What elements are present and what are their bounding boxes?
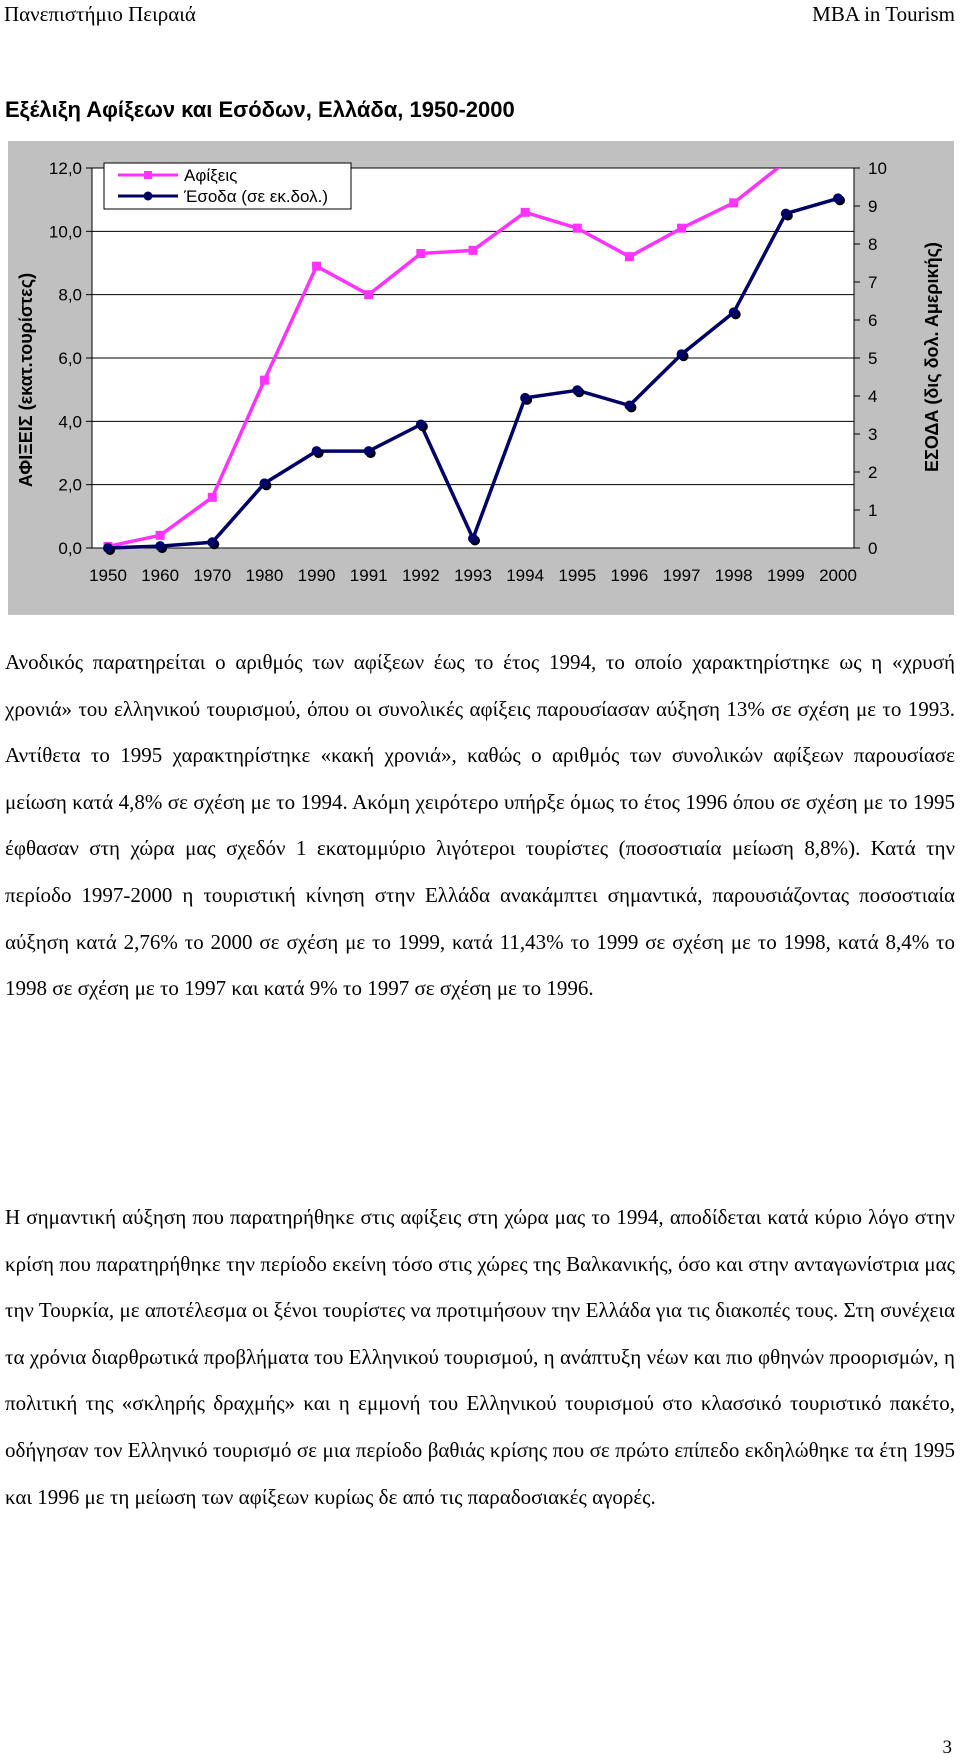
x-tick-label: 1999 xyxy=(767,566,805,585)
figure-title: Εξέλιξη Αφίξεων και Εσόδων, Ελλάδα, 1950… xyxy=(5,97,515,122)
right-tick-label: 3 xyxy=(868,425,877,444)
data-point xyxy=(624,252,634,262)
left-axis-ticks: 0,0 2,0 4,0 6,0 8,0 10,0 12,0 xyxy=(49,159,92,558)
x-tick-label: 1993 xyxy=(454,566,492,585)
data-point xyxy=(520,207,530,217)
x-tick-label: 1998 xyxy=(715,566,753,585)
data-point xyxy=(520,392,531,403)
data-point xyxy=(259,478,270,489)
data-point xyxy=(780,208,791,219)
x-tick-label: 1991 xyxy=(350,566,388,585)
series-2 xyxy=(103,193,845,555)
x-tick-label: 1996 xyxy=(611,566,649,585)
left-tick-label: 6,0 xyxy=(58,349,82,368)
data-point xyxy=(207,537,218,548)
x-tick-label: 1997 xyxy=(663,566,701,585)
legend-label-arrivals: Αφίξεις xyxy=(184,166,237,185)
left-tick-label: 10,0 xyxy=(49,222,82,241)
x-tick-label: 1970 xyxy=(193,566,231,585)
page-number: 3 xyxy=(942,1737,953,1758)
data-point xyxy=(676,349,687,360)
left-axis-label: ΑΦΙΞΕΙΣ (εκατ.τουρίστες) xyxy=(16,273,36,487)
data-point xyxy=(207,492,217,502)
data-point xyxy=(572,385,583,396)
data-point xyxy=(468,245,478,255)
legend-marker-revenue xyxy=(143,191,153,201)
x-axis-ticks: 1950 1960 1970 1980 1990 1991 1992 1993 1994 1995… xyxy=(89,566,857,585)
data-point xyxy=(155,530,165,540)
data-point xyxy=(729,198,739,208)
right-axis-label: ΕΣΟΔΑ (δις δολ. Αμερικής) xyxy=(922,242,942,472)
x-tick-label: 1992 xyxy=(402,566,440,585)
line-chart: 0,0 2,0 4,0 6,0 8,0 10,0 12,0 0 1 2 3 4 5 6 7 8 9 10 195… xyxy=(8,141,954,615)
x-tick-label: 1950 xyxy=(89,566,127,585)
data-point xyxy=(259,375,269,385)
legend-marker-arrivals xyxy=(144,171,152,179)
legend-label-revenue: Έσοδα (σε εκ.δολ.) xyxy=(183,187,328,206)
right-tick-label: 0 xyxy=(868,539,877,558)
data-point xyxy=(416,249,426,258)
right-tick-label: 10 xyxy=(868,159,887,178)
right-axis-ticks: 0 1 2 3 4 5 6 7 8 9 10 xyxy=(854,159,887,558)
right-tick-label: 2 xyxy=(868,463,877,482)
paragraph-arrivals-causes: Η σημαντική αύξηση που παρατηρήθηκε στις… xyxy=(5,1205,955,1509)
x-tick-label: 2000 xyxy=(819,566,857,585)
data-point xyxy=(415,419,426,430)
data-point xyxy=(624,400,635,411)
data-point xyxy=(364,290,374,300)
x-tick-label: 1980 xyxy=(246,566,284,585)
chart-figure: 0,0 2,0 4,0 6,0 8,0 10,0 12,0 0 1 2 3 4 5 6 7 8 9 10 195… xyxy=(8,141,954,615)
data-point xyxy=(468,533,478,544)
right-tick-label: 5 xyxy=(868,349,877,368)
right-tick-label: 9 xyxy=(868,197,877,216)
x-tick-label: 1990 xyxy=(298,566,336,585)
right-tick-label: 6 xyxy=(868,311,877,330)
data-point xyxy=(103,543,113,553)
left-tick-label: 2,0 xyxy=(58,476,82,495)
left-tick-label: 8,0 xyxy=(58,286,82,305)
right-tick-label: 8 xyxy=(868,235,877,254)
x-tick-label: 1994 xyxy=(506,566,544,585)
data-point xyxy=(677,223,687,233)
data-point xyxy=(833,193,843,204)
right-tick-label: 7 xyxy=(868,273,877,292)
left-tick-label: 4,0 xyxy=(58,412,82,431)
data-point xyxy=(155,541,166,552)
left-tick-label: 12,0 xyxy=(49,159,82,178)
x-tick-label: 1995 xyxy=(558,566,596,585)
legend: Αφίξεις Έσοδα (σε εκ.δολ.) xyxy=(103,162,352,210)
data-point xyxy=(728,307,739,318)
paragraph-arrivals-trend: Ανοδικός παρατηρείται ο αριθμός των αφίξ… xyxy=(5,650,955,1001)
series-1 xyxy=(103,168,781,551)
x-tick-label: 1960 xyxy=(141,566,179,585)
right-tick-label: 1 xyxy=(868,501,877,520)
data-point xyxy=(311,446,322,457)
data-point xyxy=(363,446,374,457)
right-tick-label: 4 xyxy=(868,387,877,406)
header-university: Πανεπιστήμιο Πειραιά xyxy=(4,2,196,26)
left-tick-label: 0,0 xyxy=(58,539,82,558)
header-program: MBA in Tourism xyxy=(812,2,955,26)
data-point xyxy=(312,261,322,271)
legend-box xyxy=(103,162,352,210)
series-layer xyxy=(103,168,845,555)
data-point xyxy=(572,223,582,233)
